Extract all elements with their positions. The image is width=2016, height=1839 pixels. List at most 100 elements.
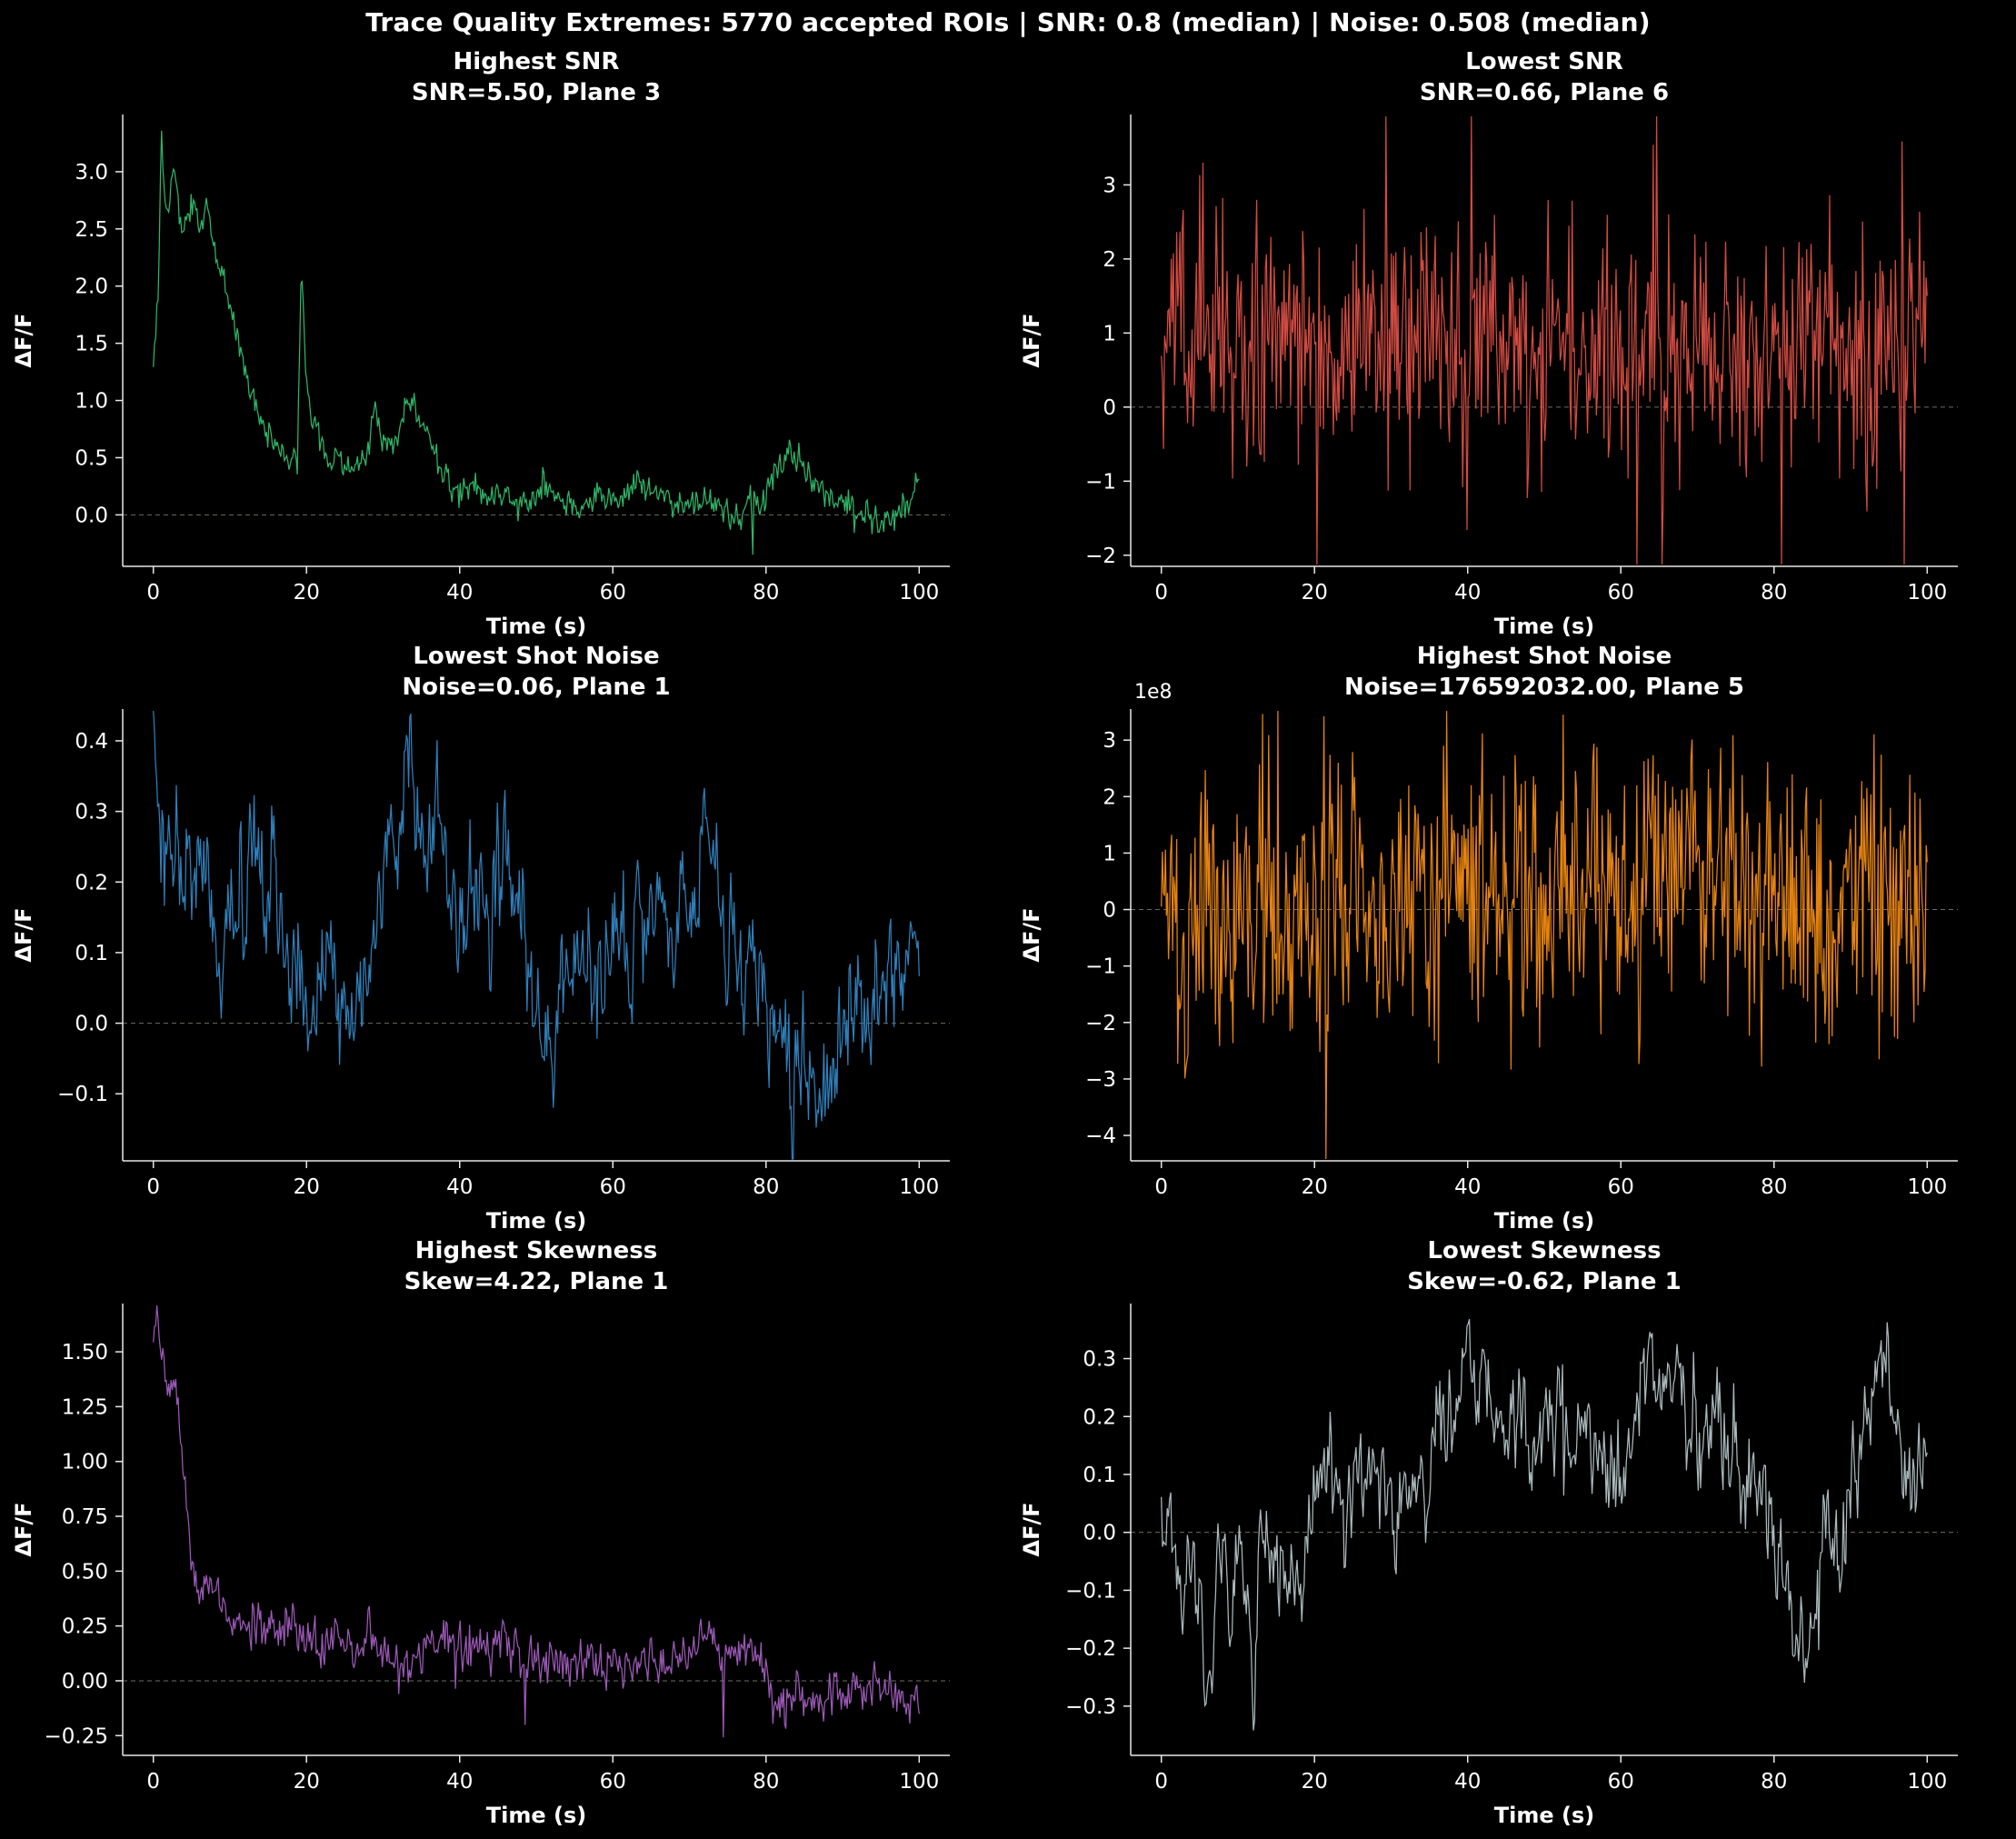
y-tick-label: 0.0 — [75, 504, 108, 527]
y-tick-label: 2.0 — [75, 275, 108, 299]
x-tick-label: 20 — [294, 1770, 320, 1794]
y-tick-label: 2.5 — [75, 218, 108, 242]
y-tick-label: 0.50 — [62, 1560, 108, 1584]
x-tick-label: 0 — [146, 1770, 160, 1794]
x-tick-label: 0 — [1154, 581, 1168, 605]
y-tick-label: −4 — [1085, 1124, 1116, 1148]
x-axis-label: Time (s) — [486, 1803, 586, 1827]
y-tick-label: −1 — [1085, 470, 1116, 494]
y-tick-label: 3.0 — [75, 161, 108, 185]
x-tick-label: 20 — [1302, 581, 1328, 605]
subplot-grid: Highest SNR SNR=5.50, Plane 3 0 20 40 60 80 1… — [0, 44, 2016, 1827]
x-tick-label: 100 — [1907, 1770, 1947, 1794]
x-tick-label: 60 — [600, 581, 626, 605]
x-axis-label: Time (s) — [1494, 1803, 1594, 1827]
y-tick-label: −0.3 — [1065, 1695, 1116, 1719]
x-tick-label: 20 — [294, 1175, 320, 1199]
x-tick-label: 80 — [753, 581, 779, 605]
y-tick-label: 1.25 — [62, 1395, 108, 1419]
y-tick-label: 0.00 — [62, 1670, 108, 1694]
y-tick-label: 0.75 — [62, 1505, 108, 1529]
y-tick-label: −0.1 — [1065, 1579, 1116, 1603]
y-tick-label: 0 — [1103, 899, 1116, 923]
trace-line-highest-snr — [153, 130, 920, 555]
lowest-snr-chart: 0 20 40 60 80 100 −2 −1 0 1 2 3 Time (s) ΔF/F — [1019, 115, 1958, 638]
y-tick-label: 1 — [1103, 322, 1116, 345]
y-tick-label: 2 — [1103, 248, 1116, 272]
x-tick-label: 40 — [1454, 581, 1481, 605]
x-axis-label: Time (s) — [1494, 614, 1594, 638]
y-axis-label: ΔF/F — [11, 313, 36, 367]
x-tick-label: 40 — [1454, 1770, 1481, 1794]
x-tick-label: 80 — [1761, 1770, 1787, 1794]
y-tick-label: 0.1 — [1083, 1464, 1116, 1487]
figure-suptitle: Trace Quality Extremes: 5770 accepted RO… — [365, 6, 1651, 37]
y-tick-label: 3 — [1103, 729, 1116, 753]
x-tick-label: 60 — [600, 1770, 626, 1794]
panel-highest-skewness: Highest Skewness Skew=4.22, Plane 1 0 20 4… — [0, 1233, 1008, 1827]
trace-line-highest-skewness — [153, 1304, 920, 1738]
y-tick-label: 1.00 — [62, 1451, 108, 1474]
y-tick-label: 1.0 — [75, 390, 108, 414]
x-tick-label: 100 — [899, 1175, 939, 1199]
y-tick-label: −2 — [1085, 1012, 1116, 1035]
lowest-skewness-chart: 0 20 40 60 80 100 −0.3 −0.2 −0.1 0.0 0.1 0.2 0.3 Time… — [1019, 1304, 1958, 1827]
x-tick-label: 100 — [1907, 1175, 1947, 1199]
x-tick-label: 80 — [753, 1770, 779, 1794]
panel-highest-snr: Highest SNR SNR=5.50, Plane 3 0 20 40 60 80 1… — [0, 44, 1008, 638]
y-axis-label: ΔF/F — [1019, 313, 1044, 367]
x-tick-label: 20 — [294, 581, 320, 605]
y-tick-label: 0.4 — [75, 730, 108, 754]
x-tick-label: 20 — [1302, 1175, 1328, 1199]
trace-line-lowest-snr — [1161, 115, 1928, 565]
y-tick-label: −0.2 — [1065, 1637, 1116, 1661]
x-tick-label: 0 — [146, 581, 160, 605]
y-tick-label: 1 — [1103, 842, 1116, 865]
y-tick-label: 0.5 — [75, 446, 108, 470]
y-tick-label: 0.2 — [1083, 1405, 1116, 1429]
x-tick-label: 100 — [899, 581, 939, 605]
y-tick-label: −0.1 — [57, 1083, 108, 1106]
x-tick-label: 0 — [146, 1175, 160, 1199]
y-tick-label: 1.5 — [75, 333, 108, 356]
lowest-shot-noise-chart: 0 20 40 60 80 100 −0.1 0.0 0.1 0.2 0.3 0.4 Time (s) Δ… — [11, 709, 950, 1233]
y-tick-label: 0.0 — [1083, 1522, 1116, 1545]
y-axis-label: ΔF/F — [1019, 907, 1044, 962]
y-tick-label: 0.1 — [75, 942, 108, 965]
y-tick-label: 3 — [1103, 174, 1116, 197]
highest-snr-chart: 0 20 40 60 80 100 0.0 0.5 1.0 1.5 2.0 2.5 3.0 Time (s… — [11, 115, 950, 638]
x-tick-label: 80 — [1761, 581, 1787, 605]
y-tick-label: 0.3 — [75, 801, 108, 825]
x-tick-label: 60 — [1608, 1770, 1634, 1794]
x-tick-label: 60 — [1608, 1175, 1634, 1199]
x-tick-label: 80 — [753, 1175, 779, 1199]
x-tick-label: 60 — [600, 1175, 626, 1199]
y-tick-label: −2 — [1085, 545, 1116, 568]
y-tick-label: 0.25 — [62, 1615, 108, 1639]
y-axis-offset-label: 1e8 — [1134, 681, 1173, 704]
x-tick-label: 40 — [446, 581, 473, 605]
y-tick-label: 0.3 — [1083, 1348, 1116, 1372]
x-tick-label: 40 — [446, 1770, 473, 1794]
x-tick-label: 0 — [1154, 1175, 1168, 1199]
y-tick-label: 0.0 — [75, 1013, 108, 1036]
x-tick-label: 40 — [446, 1175, 473, 1199]
x-tick-label: 80 — [1761, 1175, 1787, 1199]
panel-lowest-skewness: Lowest Skewness Skew=-0.62, Plane 1 0 20 4… — [1008, 1233, 2016, 1827]
y-axis-label: ΔF/F — [11, 1502, 36, 1556]
panel-highest-shot-noise: Highest Shot Noise Noise=176592032.00, P… — [1008, 638, 2016, 1233]
x-axis-label: Time (s) — [1494, 1208, 1594, 1233]
y-tick-label: 0.2 — [75, 871, 108, 895]
trace-line-lowest-shot-noise — [153, 710, 920, 1160]
y-tick-label: −0.25 — [45, 1724, 108, 1748]
x-tick-label: 100 — [1907, 581, 1947, 605]
x-tick-label: 20 — [1302, 1770, 1328, 1794]
x-tick-label: 60 — [1608, 581, 1634, 605]
panel-lowest-snr: Lowest SNR SNR=0.66, Plane 6 0 20 40 60 80 10… — [1008, 44, 2016, 638]
x-tick-label: 0 — [1154, 1770, 1168, 1794]
trace-line-highest-shot-noise — [1161, 710, 1928, 1160]
y-tick-label: 0 — [1103, 396, 1116, 420]
y-tick-label: −1 — [1085, 955, 1116, 979]
y-tick-label: 1.50 — [62, 1341, 108, 1364]
